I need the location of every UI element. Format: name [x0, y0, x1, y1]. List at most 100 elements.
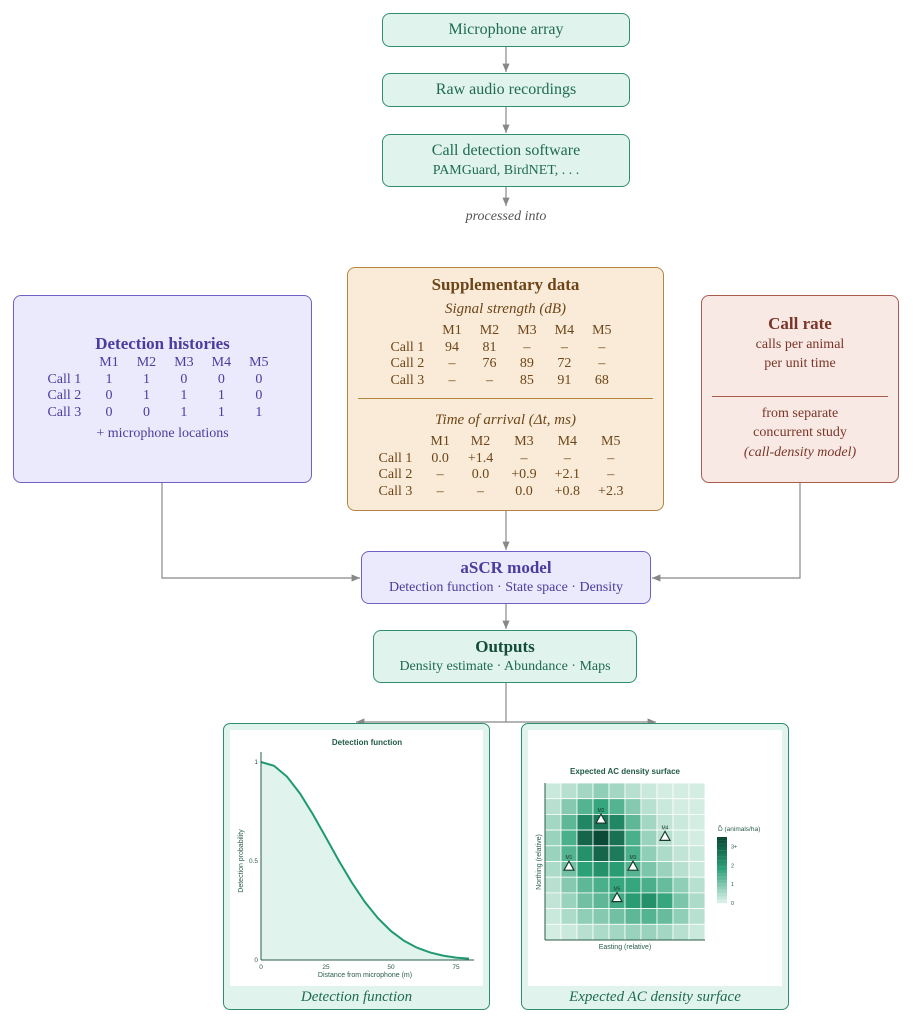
heatmap-cell [672, 829, 690, 847]
table-cell: 0 [105, 388, 113, 404]
heatmap-cell [576, 861, 594, 878]
column-header: M1 [442, 323, 462, 338]
heatmap-cell [640, 876, 658, 894]
time-of-arrival-table: M1 M2 M3 M4 M5 Call 1 0.0 +1.4– – – Call 2–0.0 +0.9… [379, 434, 633, 501]
colorbar-segment [717, 840, 727, 844]
microphone-label: M2 [598, 808, 605, 814]
table-cell: 1 [180, 405, 188, 421]
heatmap-cell [688, 876, 706, 894]
heatmap-cell [688, 908, 706, 925]
colorbar-segment [717, 886, 727, 890]
heatmap-cell [576, 798, 594, 815]
table-cell: Call 3 [390, 373, 425, 389]
heatmap-cell [592, 845, 610, 862]
heatmap-cell [560, 876, 578, 894]
signal-strength-title: Signal strength (dB) [444, 301, 567, 317]
y-tick-label: 0 [254, 957, 258, 964]
heatmap-cell [576, 876, 594, 894]
heatmap-cell [624, 892, 642, 910]
table-cell: – [560, 339, 568, 355]
column-header: M3 [517, 323, 537, 338]
heatmap-cell [608, 814, 626, 831]
heatmap-cell [560, 782, 578, 800]
call-rate-node: Call rate calls per animal per unit time… [701, 295, 899, 483]
heatmap-cell [544, 876, 562, 894]
table-cell: 0 [217, 371, 225, 387]
heatmap-cell [688, 798, 706, 815]
colorbar-segment [717, 870, 727, 874]
table-cell: Call 1 [378, 450, 413, 466]
heatmap-cell [656, 845, 674, 862]
raw-audio-node: Raw audio recordings [382, 73, 630, 107]
heatmap-cell [560, 798, 578, 815]
heatmap-cell [656, 923, 674, 941]
heatmap-cell [640, 829, 658, 847]
colorbar-segment [717, 853, 727, 857]
heatmap-cell [544, 892, 562, 910]
node-subtitle: Detection function · State space · Densi… [388, 580, 624, 595]
node-title: Supplementary data [431, 275, 580, 294]
table-header: M1 M2 M3 M4 M5 [47, 355, 277, 372]
table-cell: 1 [217, 405, 225, 421]
colorbar-segment [717, 846, 727, 851]
table-cell: 76 [482, 356, 497, 372]
table-cell: +2.1 [554, 467, 581, 483]
heatmap-cell [608, 782, 626, 800]
x-tick-label: 25 [322, 964, 330, 971]
table-cell: – [477, 484, 485, 500]
table-cell: +0.8 [554, 484, 581, 500]
table-cell: 1 [217, 388, 225, 404]
table-cell: – [523, 339, 531, 355]
heatmap-cell [672, 908, 690, 925]
heatmap-cell [544, 923, 562, 941]
heatmap-cell [592, 829, 610, 847]
microphone-label: M3 [630, 855, 637, 861]
heatmap-cell [624, 782, 642, 800]
heatmap-cell [672, 923, 690, 941]
column-header: M5 [601, 434, 621, 449]
table-cell: 0 [255, 371, 263, 387]
heatmap-cell [544, 908, 562, 925]
colorbar-segment [717, 879, 727, 884]
heatmap-cell [624, 876, 642, 894]
table-row: Call 3 0 0 1 1 1 [47, 405, 277, 422]
table-cell: – [436, 484, 444, 500]
panel-caption: Expected AC density surface [569, 989, 741, 1005]
colorbar-segment [717, 896, 727, 900]
table-cell: Call 1 [390, 339, 425, 355]
column-header: M4 [211, 355, 232, 370]
area-fill [261, 762, 469, 960]
heatmap-cell [560, 908, 578, 925]
heatmap-cell [560, 923, 578, 941]
table-cell: 0.0 [431, 450, 449, 466]
colorbar-segment [717, 873, 727, 877]
heatmap-cell [608, 923, 626, 941]
heatmap-cell [624, 829, 642, 847]
heatmap-cell [592, 892, 610, 910]
colorbar-segment [717, 883, 727, 887]
column-header: M1 [99, 355, 119, 370]
heatmap-cell [688, 782, 706, 800]
heatmap-cell [640, 861, 658, 878]
table-cell: 1 [105, 371, 113, 387]
column-header: M5 [249, 355, 269, 370]
x-axis-label: Easting (relative) [599, 944, 652, 951]
node-title: Outputs [475, 637, 535, 656]
node-label: Raw audio recordings [435, 81, 577, 98]
y-tick-label: 0.5 [249, 858, 258, 865]
table-cell: – [563, 450, 571, 466]
microphone-label: M4 [662, 825, 669, 831]
heatmap-cell [688, 845, 706, 862]
call-detection-node: Call detection software PAMGuard, BirdNE… [382, 134, 630, 187]
table-cell: 0 [255, 388, 263, 404]
heatmap-cell [688, 861, 706, 878]
table-cell: 89 [519, 356, 534, 372]
heatmap-cell [544, 798, 562, 815]
heatmap-cell [672, 814, 690, 831]
table-cell: Call 3 [378, 484, 413, 500]
heatmap-cell [576, 923, 594, 941]
table-cell: – [598, 339, 606, 355]
heatmap-cell [640, 892, 658, 910]
